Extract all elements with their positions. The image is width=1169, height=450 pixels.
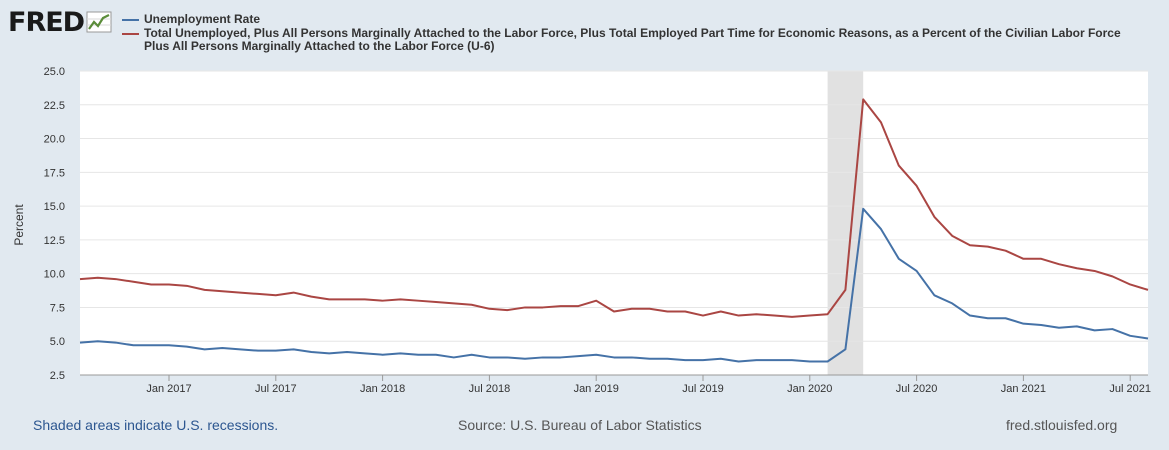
y-tick-label: 17.5 bbox=[44, 167, 65, 179]
y-tick-label: 7.5 bbox=[50, 302, 65, 314]
fred-logo[interactable]: FRED bbox=[8, 8, 112, 38]
y-axis: 2.5 5.0 7.5 10.0 12.5 15.0 17.5 20.0 22.5 25.0 bbox=[44, 66, 65, 382]
x-tick-label: Jan 2020 bbox=[787, 383, 832, 392]
legend-item-u6rate[interactable]: Total Unemployed, Plus All Persons Margi… bbox=[122, 25, 1124, 54]
y-tick-label: 2.5 bbox=[50, 370, 65, 382]
source-note: Source: U.S. Bureau of Labor Statistics bbox=[458, 417, 702, 433]
y-tick-label: 15.0 bbox=[44, 201, 65, 213]
legend-swatch-unrate bbox=[122, 19, 139, 21]
plot-area bbox=[80, 71, 1148, 375]
series-layer bbox=[79, 98, 1149, 363]
x-tick-label: Jan 2021 bbox=[1001, 383, 1046, 392]
series-line-unrate[interactable] bbox=[79, 207, 1149, 363]
chart-header: FRED Unemployment Rate Total Unemployed,… bbox=[0, 0, 1169, 66]
x-tick-label: Jul 2017 bbox=[255, 383, 297, 392]
recession-shade bbox=[827, 71, 864, 375]
y-tick-label: 25.0 bbox=[44, 66, 65, 78]
x-tick-label: Jul 2018 bbox=[469, 383, 511, 392]
fred-graph-icon bbox=[86, 11, 112, 33]
x-tick-label: Jan 2017 bbox=[146, 383, 191, 392]
y-tick-label: 20.0 bbox=[44, 134, 65, 146]
y-tick-label: 12.5 bbox=[44, 235, 65, 247]
x-tick-label: Jul 2021 bbox=[1109, 383, 1151, 392]
recession-note: Shaded areas indicate U.S. recessions. bbox=[33, 417, 279, 433]
y-tick-label: 10.0 bbox=[44, 269, 65, 281]
recession-layer bbox=[827, 71, 864, 375]
x-axis: Jan 2017 Jul 2017 Jan 2018 Jul 2018 Jan 2019… bbox=[80, 374, 1151, 392]
x-tick-label: Jan 2018 bbox=[360, 383, 405, 392]
x-tick-label: Jul 2019 bbox=[682, 383, 724, 392]
legend-swatch-u6rate bbox=[122, 32, 139, 35]
site-link[interactable]: fred.stlouisfed.org bbox=[1006, 417, 1118, 433]
legend-label-u6rate: Total Unemployed, Plus All Persons Margi… bbox=[144, 25, 1121, 53]
x-tick-label: Jan 2019 bbox=[574, 383, 619, 392]
line-chart: 2.5 5.0 7.5 10.0 12.5 15.0 17.5 20.0 22.5 25.0 Ja… bbox=[12, 66, 1151, 392]
legend-label-unrate: Unemployment Rate bbox=[144, 12, 261, 26]
series-line-u6rate[interactable] bbox=[79, 98, 1149, 318]
y-tick-label: 22.5 bbox=[44, 100, 65, 112]
chart-legend: Unemployment Rate Total Unemployed, Plus… bbox=[122, 12, 1124, 54]
x-tick-label: Jul 2020 bbox=[896, 383, 938, 392]
y-axis-label: Percent bbox=[12, 204, 26, 246]
legend-item-unrate[interactable]: Unemployment Rate bbox=[122, 12, 1124, 27]
fred-logo-text: FRED bbox=[8, 7, 85, 38]
y-tick-label: 5.0 bbox=[50, 336, 65, 348]
